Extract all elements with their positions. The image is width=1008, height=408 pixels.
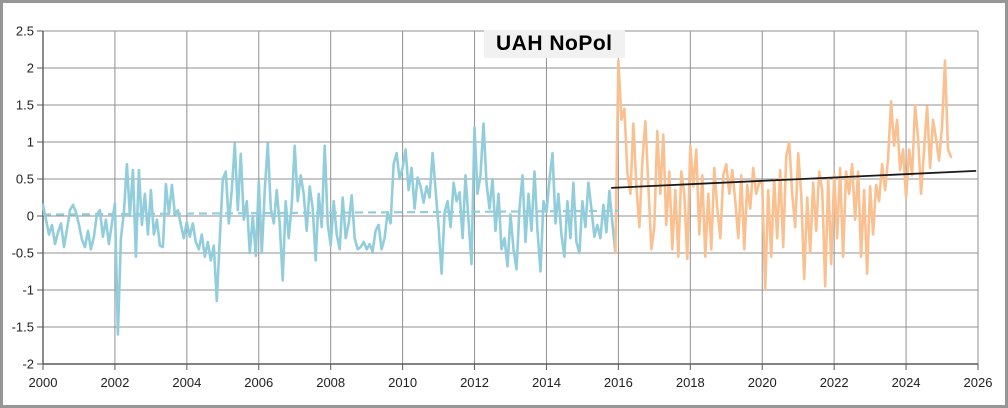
x-tick-label: 2002 (100, 375, 129, 390)
y-tick-label: 0.5 (16, 172, 34, 187)
x-tick-label: 2008 (316, 375, 345, 390)
x-tick-label: 2016 (604, 375, 633, 390)
y-tick-label: -2 (22, 357, 34, 372)
chart-canvas: 2.5 2 1.5 1 0.5 0 -0.5 -1 -1.5 -2 2000 2002 2004 2006… (12, 24, 993, 391)
x-tick-label: 2006 (244, 375, 273, 390)
y-tick-label: 2.5 (16, 24, 34, 39)
x-tick-label: 2024 (892, 375, 921, 390)
y-tick-label: 1.5 (16, 98, 34, 113)
chart-title: UAH NoPol (484, 30, 625, 58)
x-tick-label: 2020 (748, 375, 777, 390)
x-tick-label: 2018 (676, 375, 705, 390)
trend-2016-2025 (611, 169, 977, 189)
trend-2000-2015 (42, 209, 619, 216)
x-tick-label: 2012 (460, 375, 489, 390)
y-tick-label: -1 (22, 283, 34, 298)
y-tick-label: -0.5 (12, 246, 34, 261)
x-tick-label: 2010 (388, 375, 417, 390)
series-monthly-anomaly-2016-2025 (614, 59, 953, 292)
x-tick-label: 2004 (172, 375, 201, 390)
x-tick-label: 2022 (820, 375, 849, 390)
y-tick-label: 1 (27, 135, 34, 150)
x-tick-label: 2000 (29, 375, 58, 390)
series-monthly-anomaly-2000-2015 (41, 122, 617, 336)
x-tick-label: 2014 (532, 375, 561, 390)
y-tick-label: -1.5 (12, 320, 34, 335)
x-tick-label: 2026 (964, 375, 993, 390)
y-tick-label: 2 (27, 61, 34, 76)
y-tick-label: 0 (27, 209, 34, 224)
